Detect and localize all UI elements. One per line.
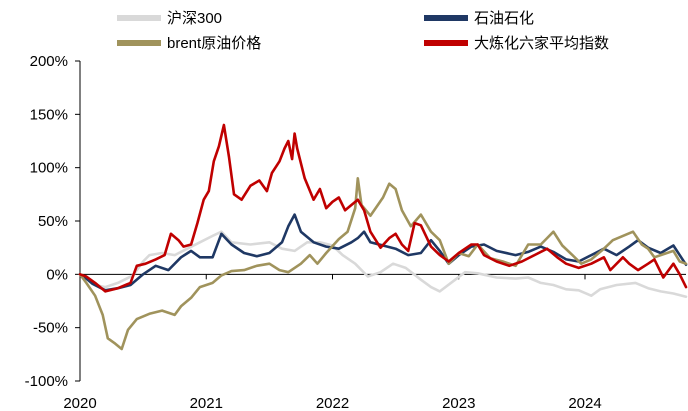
legend-label: brent原油价格 — [167, 35, 261, 52]
x-tick-label: 2024 — [568, 395, 601, 411]
legend-label: 大炼化六家平均指数 — [474, 35, 609, 52]
y-tick-label: -100% — [25, 373, 68, 390]
x-tick-label: 2020 — [63, 395, 96, 411]
plot-area — [78, 123, 688, 351]
y-tick-label: 150% — [30, 106, 68, 123]
x-tick-label: 2021 — [190, 395, 223, 411]
series-line-1 — [78, 230, 688, 298]
axes: 200% 150% 100% 50% 0% -50% -100% 2020 2021 2022 20… — [25, 53, 686, 411]
y-tick-label: 0% — [46, 266, 68, 283]
x-tick-label: 2023 — [442, 395, 475, 411]
y-tick-label: 50% — [38, 213, 68, 230]
y-tick-label: 200% — [30, 53, 68, 70]
y-tick-label: -50% — [33, 320, 68, 337]
series-line-3 — [78, 177, 688, 351]
x-tick-label: 2022 — [316, 395, 349, 411]
legend-label: 沪深300 — [167, 10, 222, 27]
legend: 沪深300 石油石化 brent原油价格 大炼化六家平均指数 — [117, 10, 609, 52]
legend-label: 石油石化 — [474, 10, 534, 27]
series-line-4 — [78, 123, 688, 293]
y-tick-label: 100% — [30, 160, 68, 177]
series-line-2 — [78, 213, 688, 292]
